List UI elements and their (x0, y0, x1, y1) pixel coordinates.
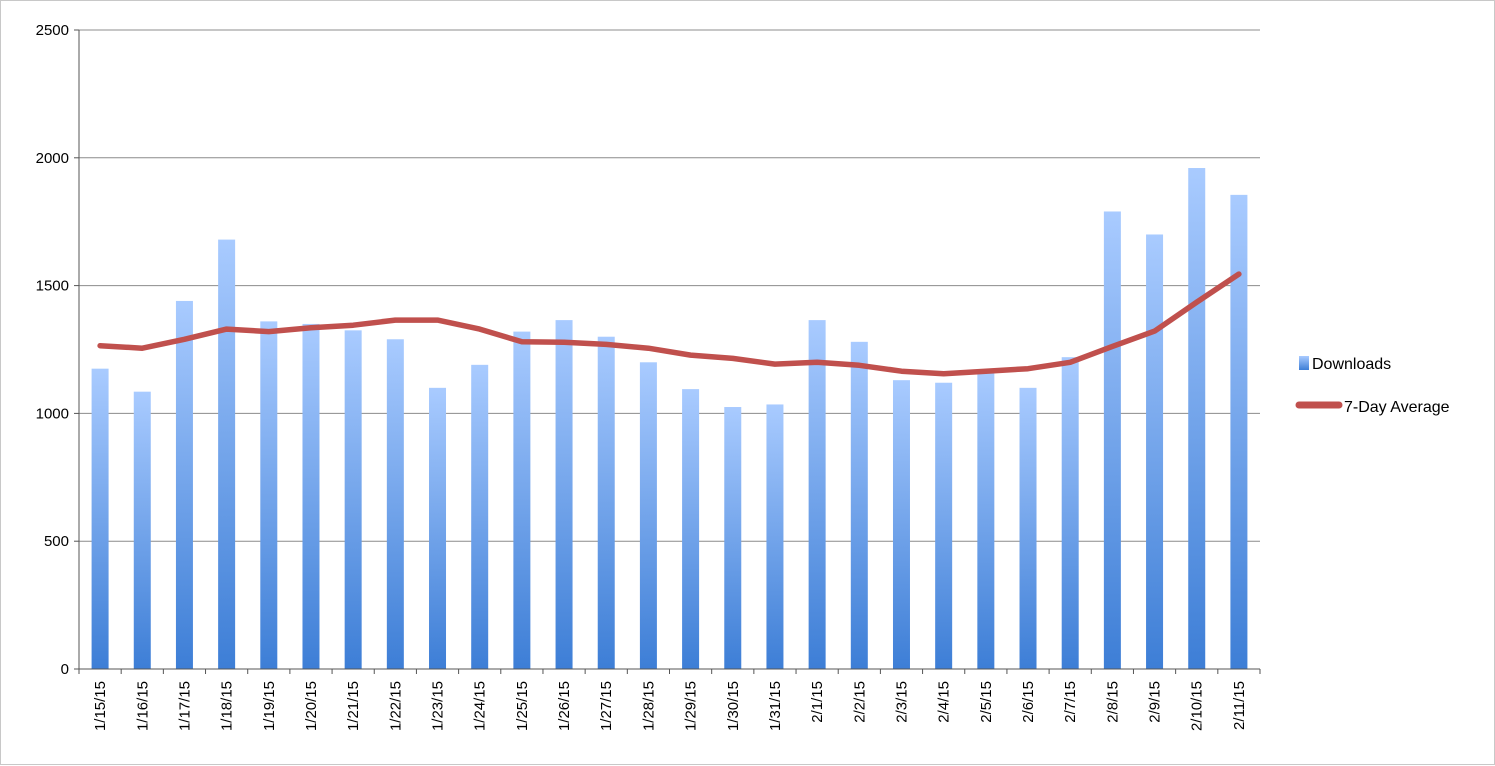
bar-downloads (429, 387, 447, 669)
y-tick-label: 2500 (36, 22, 69, 39)
legend-label-7-day-average: 7-Day Average (1344, 399, 1450, 416)
bar-downloads (260, 321, 278, 669)
x-tick-label: 2/1/15 (809, 681, 826, 723)
x-tick-label: 1/19/15 (261, 681, 278, 731)
x-tick-label: 1/18/15 (219, 681, 236, 731)
bar-downloads (850, 341, 868, 669)
x-tick-label: 1/23/15 (430, 681, 447, 731)
x-tick-label: 1/28/15 (640, 681, 657, 731)
bar-downloads (513, 331, 531, 669)
bar-downloads (639, 362, 657, 669)
bar-downloads (1061, 357, 1079, 669)
x-tick-label: 2/9/15 (1147, 681, 1164, 723)
legend-swatch-downloads (1299, 356, 1309, 370)
legend-label-downloads: Downloads (1312, 356, 1391, 373)
bar-downloads (1019, 387, 1037, 669)
bar-downloads (344, 330, 362, 669)
x-tick-label: 1/27/15 (598, 681, 615, 731)
x-tick-label: 2/3/15 (893, 681, 910, 723)
x-tick-label: 2/11/15 (1231, 681, 1248, 730)
bar-downloads (133, 391, 151, 669)
y-tick-label: 1000 (36, 405, 69, 422)
x-tick-label: 2/4/15 (936, 681, 953, 723)
x-tick-label: 2/7/15 (1062, 681, 1079, 723)
x-tick-label: 1/22/15 (387, 681, 404, 731)
bar-downloads (892, 380, 910, 669)
bar-downloads (977, 371, 995, 669)
bar-downloads (91, 368, 109, 669)
bar-downloads (766, 404, 784, 669)
axes (74, 29, 1261, 674)
y-axis-tick-labels: 0 500 1000 1500 2000 2500 (36, 22, 69, 678)
x-axis-tick-labels: 1/15/15 1/16/15 1/17/15 1/18/15 1/19/15 1/20/… (92, 681, 1248, 731)
x-tick-label: 1/31/15 (767, 681, 784, 731)
bar-downloads (724, 407, 742, 669)
x-tick-label: 1/15/15 (92, 681, 109, 731)
bar-downloads (1230, 194, 1248, 669)
x-tick-label: 1/21/15 (345, 681, 362, 731)
bar-downloads (935, 382, 953, 669)
x-tick-label: 1/29/15 (683, 681, 700, 731)
x-tick-label: 2/8/15 (1104, 681, 1121, 723)
x-tick-label: 1/17/15 (176, 681, 193, 731)
bar-downloads (1188, 168, 1206, 670)
gridlines (79, 29, 1260, 542)
legend: Downloads 7-Day Average (1295, 356, 1450, 416)
downloads-bars (91, 168, 1248, 670)
bar-downloads (302, 323, 320, 669)
x-tick-label: 1/25/15 (514, 681, 531, 731)
x-tick-label: 1/20/15 (303, 681, 320, 731)
bar-downloads (471, 364, 489, 669)
bar-downloads (808, 320, 826, 669)
x-tick-label: 2/10/15 (1189, 681, 1206, 731)
bar-downloads (1103, 211, 1121, 669)
bar-downloads (386, 339, 404, 669)
average-line-layer (97, 271, 1242, 377)
bar-downloads (597, 336, 615, 669)
x-tick-label: 2/2/15 (851, 681, 868, 723)
y-tick-label: 500 (44, 533, 69, 550)
x-tick-label: 2/5/15 (978, 681, 995, 723)
line-7-day-average (97, 271, 1242, 377)
y-tick-label: 1500 (36, 278, 69, 295)
y-tick-label: 0 (61, 661, 69, 678)
bar-downloads (682, 389, 700, 669)
x-tick-label: 1/30/15 (725, 681, 742, 731)
bar-downloads (555, 320, 573, 669)
bar-downloads (175, 300, 193, 669)
x-tick-label: 1/26/15 (556, 681, 573, 731)
x-tick-label: 1/16/15 (134, 681, 151, 731)
x-tick-label: 1/24/15 (472, 681, 489, 731)
x-tick-label: 2/6/15 (1020, 681, 1037, 723)
bar-downloads (1146, 234, 1164, 670)
y-tick-label: 2000 (36, 150, 69, 167)
bar-downloads (218, 239, 236, 670)
